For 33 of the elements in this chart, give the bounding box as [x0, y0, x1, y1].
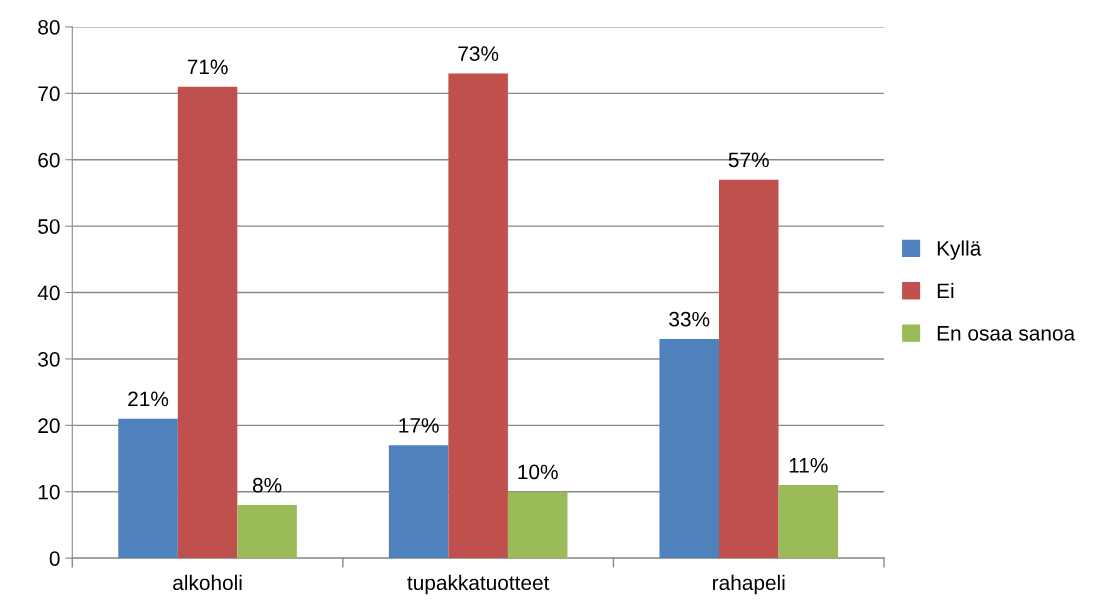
data-label: 8%: [252, 477, 282, 493]
bar: [718, 179, 779, 559]
y-tick-label: 10: [38, 484, 60, 500]
y-tick-label: 50: [38, 219, 60, 234]
data-label: 33%: [669, 311, 710, 327]
bar: [507, 491, 568, 559]
data-label: 71%: [187, 59, 228, 75]
y-tick-label: 30: [38, 351, 60, 367]
bar: [778, 485, 839, 559]
bar: [237, 505, 297, 559]
data-label: 10%: [518, 464, 558, 480]
x-tick-label: rahapeli: [713, 574, 785, 595]
y-tick-label: 80: [38, 19, 60, 35]
data-label: 21%: [128, 391, 169, 407]
data-label: 73%: [458, 46, 499, 61]
y-tick-label: 70: [38, 86, 60, 102]
bar: [118, 418, 178, 559]
y-tick-label: 60: [38, 152, 60, 168]
data-label: 57%: [728, 152, 769, 168]
bar: [659, 339, 719, 559]
x-tick-label: tupakkatuotteet: [407, 574, 550, 595]
bar: [177, 86, 238, 559]
data-label: 17%: [399, 418, 439, 433]
x-tick-label: alkoholi: [173, 574, 242, 591]
bar: [388, 445, 449, 559]
legend-label: Ei: [937, 282, 954, 298]
y-tick-label: 40: [37, 285, 60, 301]
legend-label: En osaa sanoa: [937, 326, 1076, 341]
legend-label: Kyllä: [937, 240, 982, 260]
data-label: 11%: [789, 457, 828, 473]
y-tick-label: 20: [38, 418, 60, 434]
y-tick-label: 0: [49, 551, 60, 566]
bar: [448, 73, 508, 559]
